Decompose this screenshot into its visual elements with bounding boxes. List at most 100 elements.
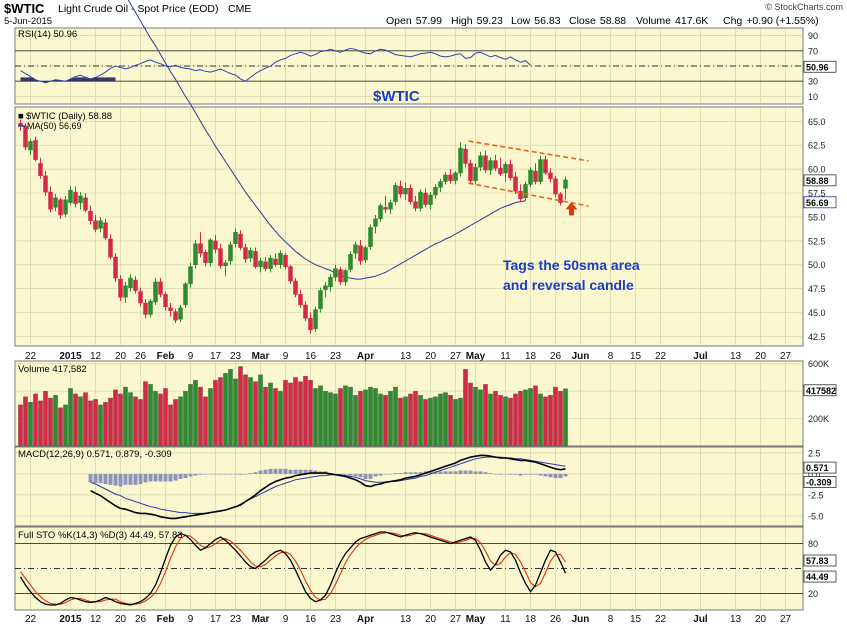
volume-bar <box>288 382 293 447</box>
x-axis-label-bottom: 15 <box>630 614 642 624</box>
price-tick: 50.0 <box>808 260 826 270</box>
x-axis-label-bottom: 20 <box>755 614 767 624</box>
volume-bar <box>328 392 333 447</box>
candle-body <box>123 285 128 298</box>
candle-body <box>158 281 163 295</box>
volume-bar <box>283 380 288 447</box>
candle-body <box>518 190 523 200</box>
macd-histogram-bar <box>143 473 148 483</box>
volume-bar <box>48 397 53 447</box>
x-axis-label-top: Jun <box>572 351 590 362</box>
macd-histogram-bar <box>113 473 118 486</box>
volume-bar <box>373 388 378 447</box>
macd-histogram-bar <box>373 473 378 477</box>
x-axis-label-top: 27 <box>450 351 462 362</box>
macd-histogram-bar <box>263 469 268 474</box>
candle-body <box>533 170 538 182</box>
candle-body <box>483 155 488 171</box>
macd-histogram-bar <box>293 469 298 474</box>
volume-bar <box>433 396 438 447</box>
volume-bar <box>138 399 143 447</box>
macd-histogram-bar <box>248 473 253 474</box>
macd-line <box>90 454 566 520</box>
quote-open: Open 57.99 <box>386 15 442 27</box>
price-tick: 62.5 <box>808 141 826 151</box>
x-axis-label-top: 23 <box>230 351 242 362</box>
macd-histogram-bar <box>198 473 203 475</box>
candle-body <box>263 261 268 269</box>
quote-volume-value: 417.6K <box>675 15 708 27</box>
x-axis-label-top: 13 <box>730 351 742 362</box>
macd-histogram-bar <box>538 473 543 476</box>
candle-body <box>213 240 218 250</box>
macd-histogram-bar <box>428 471 433 474</box>
volume-bar <box>308 380 313 447</box>
candle-body <box>473 166 478 181</box>
volume-bar <box>438 393 443 447</box>
price-tick: 57.5 <box>808 189 826 199</box>
volume-bar <box>233 378 238 447</box>
price-tick: 45.0 <box>808 308 826 318</box>
volume-bar <box>408 393 413 447</box>
quote-high-label: High <box>451 15 473 27</box>
volume-bar <box>518 391 523 447</box>
x-axis-label-bottom: 12 <box>90 614 102 624</box>
price-legend-icon: ■ <box>18 111 24 122</box>
volume-bar <box>173 399 178 447</box>
x-axis-label-top: 9 <box>188 351 194 362</box>
macd-histogram-bar <box>348 473 353 476</box>
macd-hist-badge-box <box>803 476 837 488</box>
channel-lower-line <box>468 182 589 207</box>
candle-body <box>328 276 333 287</box>
macd-tick: 0.0 <box>808 469 821 479</box>
x-axis-label-top: 16 <box>305 351 317 362</box>
macd-histogram-bar <box>208 473 213 475</box>
volume-bar <box>188 384 193 447</box>
quote-chg-value: +0.90 (+1.55%) <box>746 15 818 27</box>
candle-body <box>338 269 343 283</box>
macd-histogram-bar <box>123 473 128 485</box>
x-axis-label-bottom: Feb <box>157 614 175 624</box>
macd-histogram-bar <box>523 473 528 475</box>
volume-bar <box>298 381 303 447</box>
volume-bar <box>203 396 208 447</box>
volume-bar <box>323 391 328 447</box>
volume-bar <box>388 391 393 447</box>
quote-volume-label: Volume <box>636 15 671 27</box>
volume-bar <box>313 388 318 447</box>
volume-bar <box>418 395 423 447</box>
volume-bar <box>278 391 283 447</box>
quote-open-label: Open <box>386 15 412 27</box>
price-tick: 60.0 <box>808 165 826 175</box>
candle-body <box>563 179 568 189</box>
quote-chg: Chg +0.90 (+1.55%) <box>723 15 819 27</box>
volume-bar <box>43 391 48 447</box>
volume-bar <box>498 395 503 447</box>
volume-bar <box>63 404 68 447</box>
x-axis-label-top: 9 <box>283 351 289 362</box>
volume-bar <box>558 391 563 447</box>
volume-bar <box>398 397 403 447</box>
macd-histogram-bar <box>303 469 308 474</box>
volume-tick: 600K <box>808 359 829 369</box>
candle-body <box>548 172 553 179</box>
macd-histogram-bar <box>368 473 373 479</box>
x-axis-label-bottom: 23 <box>330 614 342 624</box>
volume-bar <box>23 396 28 447</box>
candle-body <box>528 169 533 185</box>
candle-body <box>508 164 513 178</box>
volume-bar <box>78 396 83 447</box>
candle-body <box>543 159 548 174</box>
volume-bar <box>158 393 163 447</box>
candle-body <box>553 178 558 195</box>
quote-high: High 59.23 <box>451 15 503 27</box>
volume-bar <box>253 381 258 447</box>
candle-body <box>138 291 143 304</box>
candle-body <box>23 125 28 148</box>
volume-bar <box>228 369 233 447</box>
macd-histogram-bar <box>228 473 233 475</box>
volume-bar <box>113 389 118 447</box>
x-axis-label-top: 20 <box>755 351 767 362</box>
volume-bar <box>393 386 398 447</box>
volume-bar <box>28 401 33 447</box>
